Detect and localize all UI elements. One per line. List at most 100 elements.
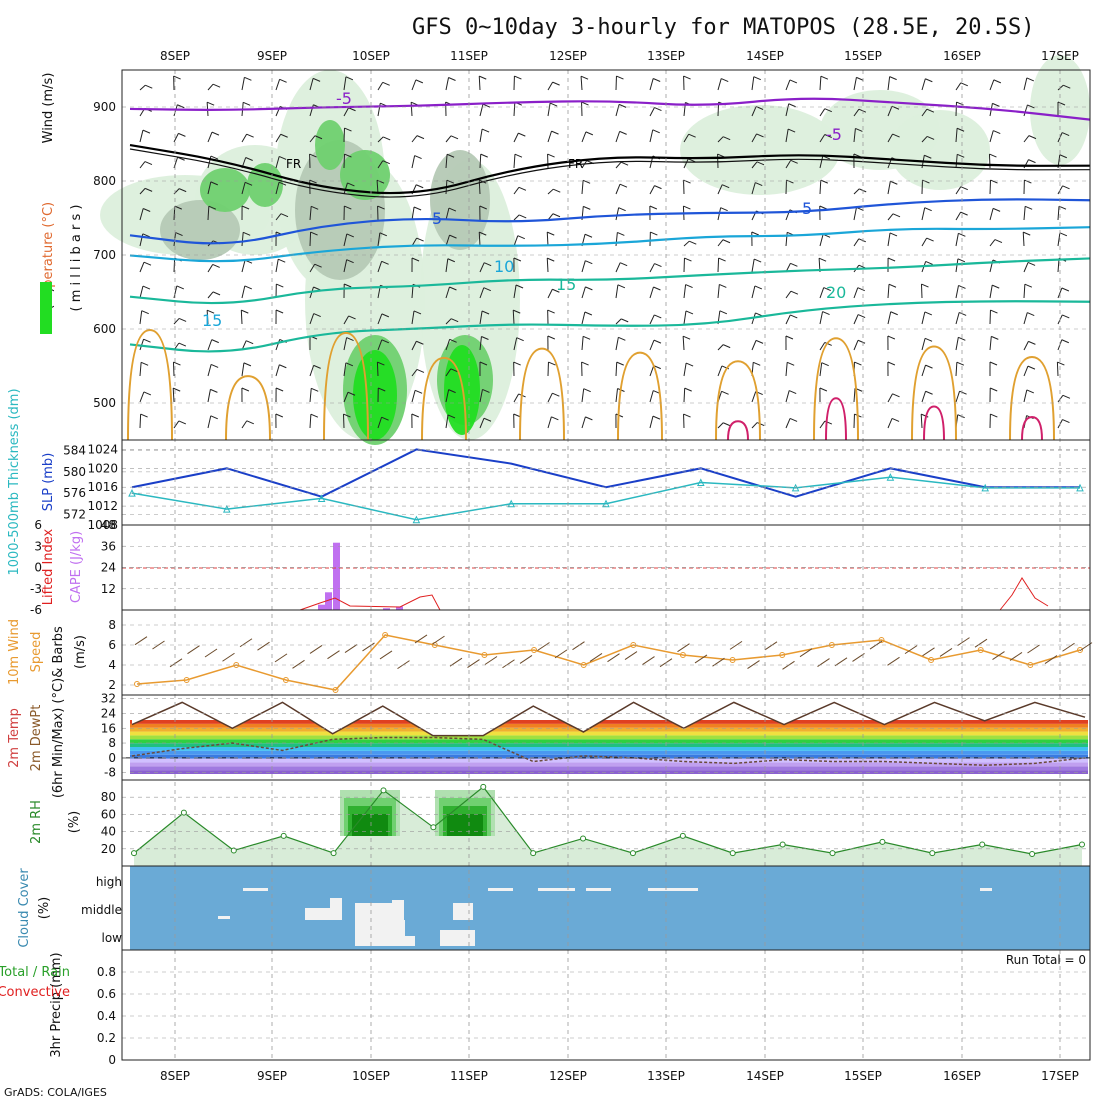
cloud-block-14 xyxy=(440,930,475,946)
wind-barb-flag-271 xyxy=(790,314,798,319)
hot-arch-9 xyxy=(1021,415,1043,441)
wind10m-marker-17 xyxy=(977,647,984,653)
wind-barb-flag-18 xyxy=(753,76,761,81)
rh2m-marker-2 xyxy=(230,847,237,854)
wind-barb-351 xyxy=(649,390,654,403)
bottom-tick-10sep: 10SEP xyxy=(352,1069,390,1083)
warm-arch-6 xyxy=(715,360,761,441)
wind-barb-flag-146 xyxy=(344,205,352,210)
wind-barb-flag-359 xyxy=(925,390,933,395)
wind-barb-377 xyxy=(581,416,586,429)
contour-label-6: 15 xyxy=(202,311,222,330)
wind-barb-flag-358 xyxy=(892,393,900,398)
wind-barb-flag-153 xyxy=(583,205,591,210)
temp-band-6 xyxy=(130,747,1088,751)
wind-barb-flag-127 xyxy=(654,185,662,190)
wind-barb-198 xyxy=(207,264,214,273)
wind-barb-145 xyxy=(309,206,312,221)
wind-barb-flag-298 xyxy=(755,339,764,344)
cloud-block-4 xyxy=(648,888,698,891)
slp-ylabel: SLP (mb) xyxy=(41,453,56,512)
wind-barb-flag-38 xyxy=(482,103,491,108)
wind-barb-flag-139 xyxy=(1062,185,1070,190)
wind-barb-flag-142 xyxy=(208,205,217,210)
wind10m-barb-6 xyxy=(239,638,253,648)
wind-barb-288 xyxy=(411,341,417,351)
wind-barb-379 xyxy=(649,416,654,429)
wind-barb-196 xyxy=(139,262,145,273)
contour-label-3: 5 xyxy=(802,199,812,218)
rh2m-ylabel: 2m RH xyxy=(29,800,44,844)
wind-barb-352 xyxy=(683,388,686,403)
wind10m-barb-16 xyxy=(414,634,428,644)
temp-band-4 xyxy=(130,754,1088,759)
wind-barb-flag-304 xyxy=(958,336,966,341)
wind-barb-63 xyxy=(377,136,384,143)
wind10m-marker-12 xyxy=(729,657,736,663)
contour-label-4: 10 xyxy=(494,257,514,276)
wind-barb-142 xyxy=(207,206,210,221)
cloud-cover-background xyxy=(130,866,1090,950)
wind-barb-flag-72 xyxy=(688,133,696,138)
wind-barb-252 xyxy=(139,310,143,325)
wind-barb-flag-6 xyxy=(345,76,354,81)
wind-barb-flag-253 xyxy=(178,317,187,322)
wind-barb-266 xyxy=(615,318,622,325)
wind-barb-flag-155 xyxy=(649,205,658,210)
wind-barb-flag-292 xyxy=(547,335,556,340)
wind-barb-flag-275 xyxy=(924,311,933,316)
wind10m-barb-45 xyxy=(922,647,935,657)
wind-barb-220 xyxy=(955,258,959,273)
wind-barb-flag-332 xyxy=(956,361,965,366)
wind-barb-175 xyxy=(377,232,381,247)
wind-barb-20 xyxy=(819,76,822,91)
wind10m-marker-3 xyxy=(282,677,289,683)
wind-barb-flag-265 xyxy=(584,311,593,316)
wind-barb-369 xyxy=(309,414,312,429)
wind-barb-flag-256 xyxy=(275,309,284,314)
wind-barb-flag-15 xyxy=(652,78,661,82)
wind-barb-flag-322 xyxy=(616,361,624,366)
wind-barb-304 xyxy=(955,337,959,351)
wind-barb-flag-228 xyxy=(276,283,284,288)
upper-ylabel-wind: Wind (m/s) xyxy=(41,73,56,144)
wind-barb-246 xyxy=(887,284,890,299)
wind-barb-flag-162 xyxy=(892,213,901,218)
wind-barb-189 xyxy=(853,238,860,247)
wind-barb-flag-48 xyxy=(824,108,832,113)
wind-barb-flag-75 xyxy=(787,128,796,133)
cloud-block-3 xyxy=(586,888,611,891)
wind-barb-flag-192 xyxy=(958,232,966,237)
wind-barb-293 xyxy=(581,336,584,351)
wind-barb-341 xyxy=(309,388,312,403)
rh2m-marker-17 xyxy=(979,841,986,848)
wind10m-barb-19 xyxy=(467,659,480,668)
rh2m-tick-2: 40 xyxy=(101,825,116,839)
rh-blob-11 xyxy=(430,150,490,250)
lifted-index-ylabel: Lifted Index xyxy=(41,528,56,605)
wind-barb-125 xyxy=(581,180,584,195)
wind-barb-flag-369 xyxy=(310,413,319,418)
rh2m-area xyxy=(131,783,1085,866)
wind-barb-100 xyxy=(683,158,689,169)
cloud-block-8 xyxy=(330,898,342,920)
wind-barb-flag-40 xyxy=(549,102,558,107)
wind-barb-9 xyxy=(445,77,450,91)
wind10m-barb-53 xyxy=(1062,642,1075,652)
temp-band-2 xyxy=(130,762,1088,767)
wind10m-barb-7 xyxy=(257,641,270,651)
wind-barb-154 xyxy=(615,207,620,221)
wind-barb-flag-102 xyxy=(756,161,765,166)
rh2m-tick-3: 20 xyxy=(101,842,116,856)
wind-barb-flag-361 xyxy=(990,387,998,392)
wind-barb-flag-149 xyxy=(448,207,457,212)
rh2m-marker-10 xyxy=(629,850,636,857)
wind-barb-flag-56 xyxy=(142,129,151,134)
wind-barb-flag-200 xyxy=(278,258,286,263)
wind-barb-126 xyxy=(615,184,621,195)
wind-barb-flag-31 xyxy=(242,101,251,106)
wind-barb-flag-383 xyxy=(789,417,798,422)
wind-barb-flag-209 xyxy=(585,260,593,265)
wind-barb-flag-89 xyxy=(309,153,317,158)
rh2m-marker-9 xyxy=(580,835,587,842)
